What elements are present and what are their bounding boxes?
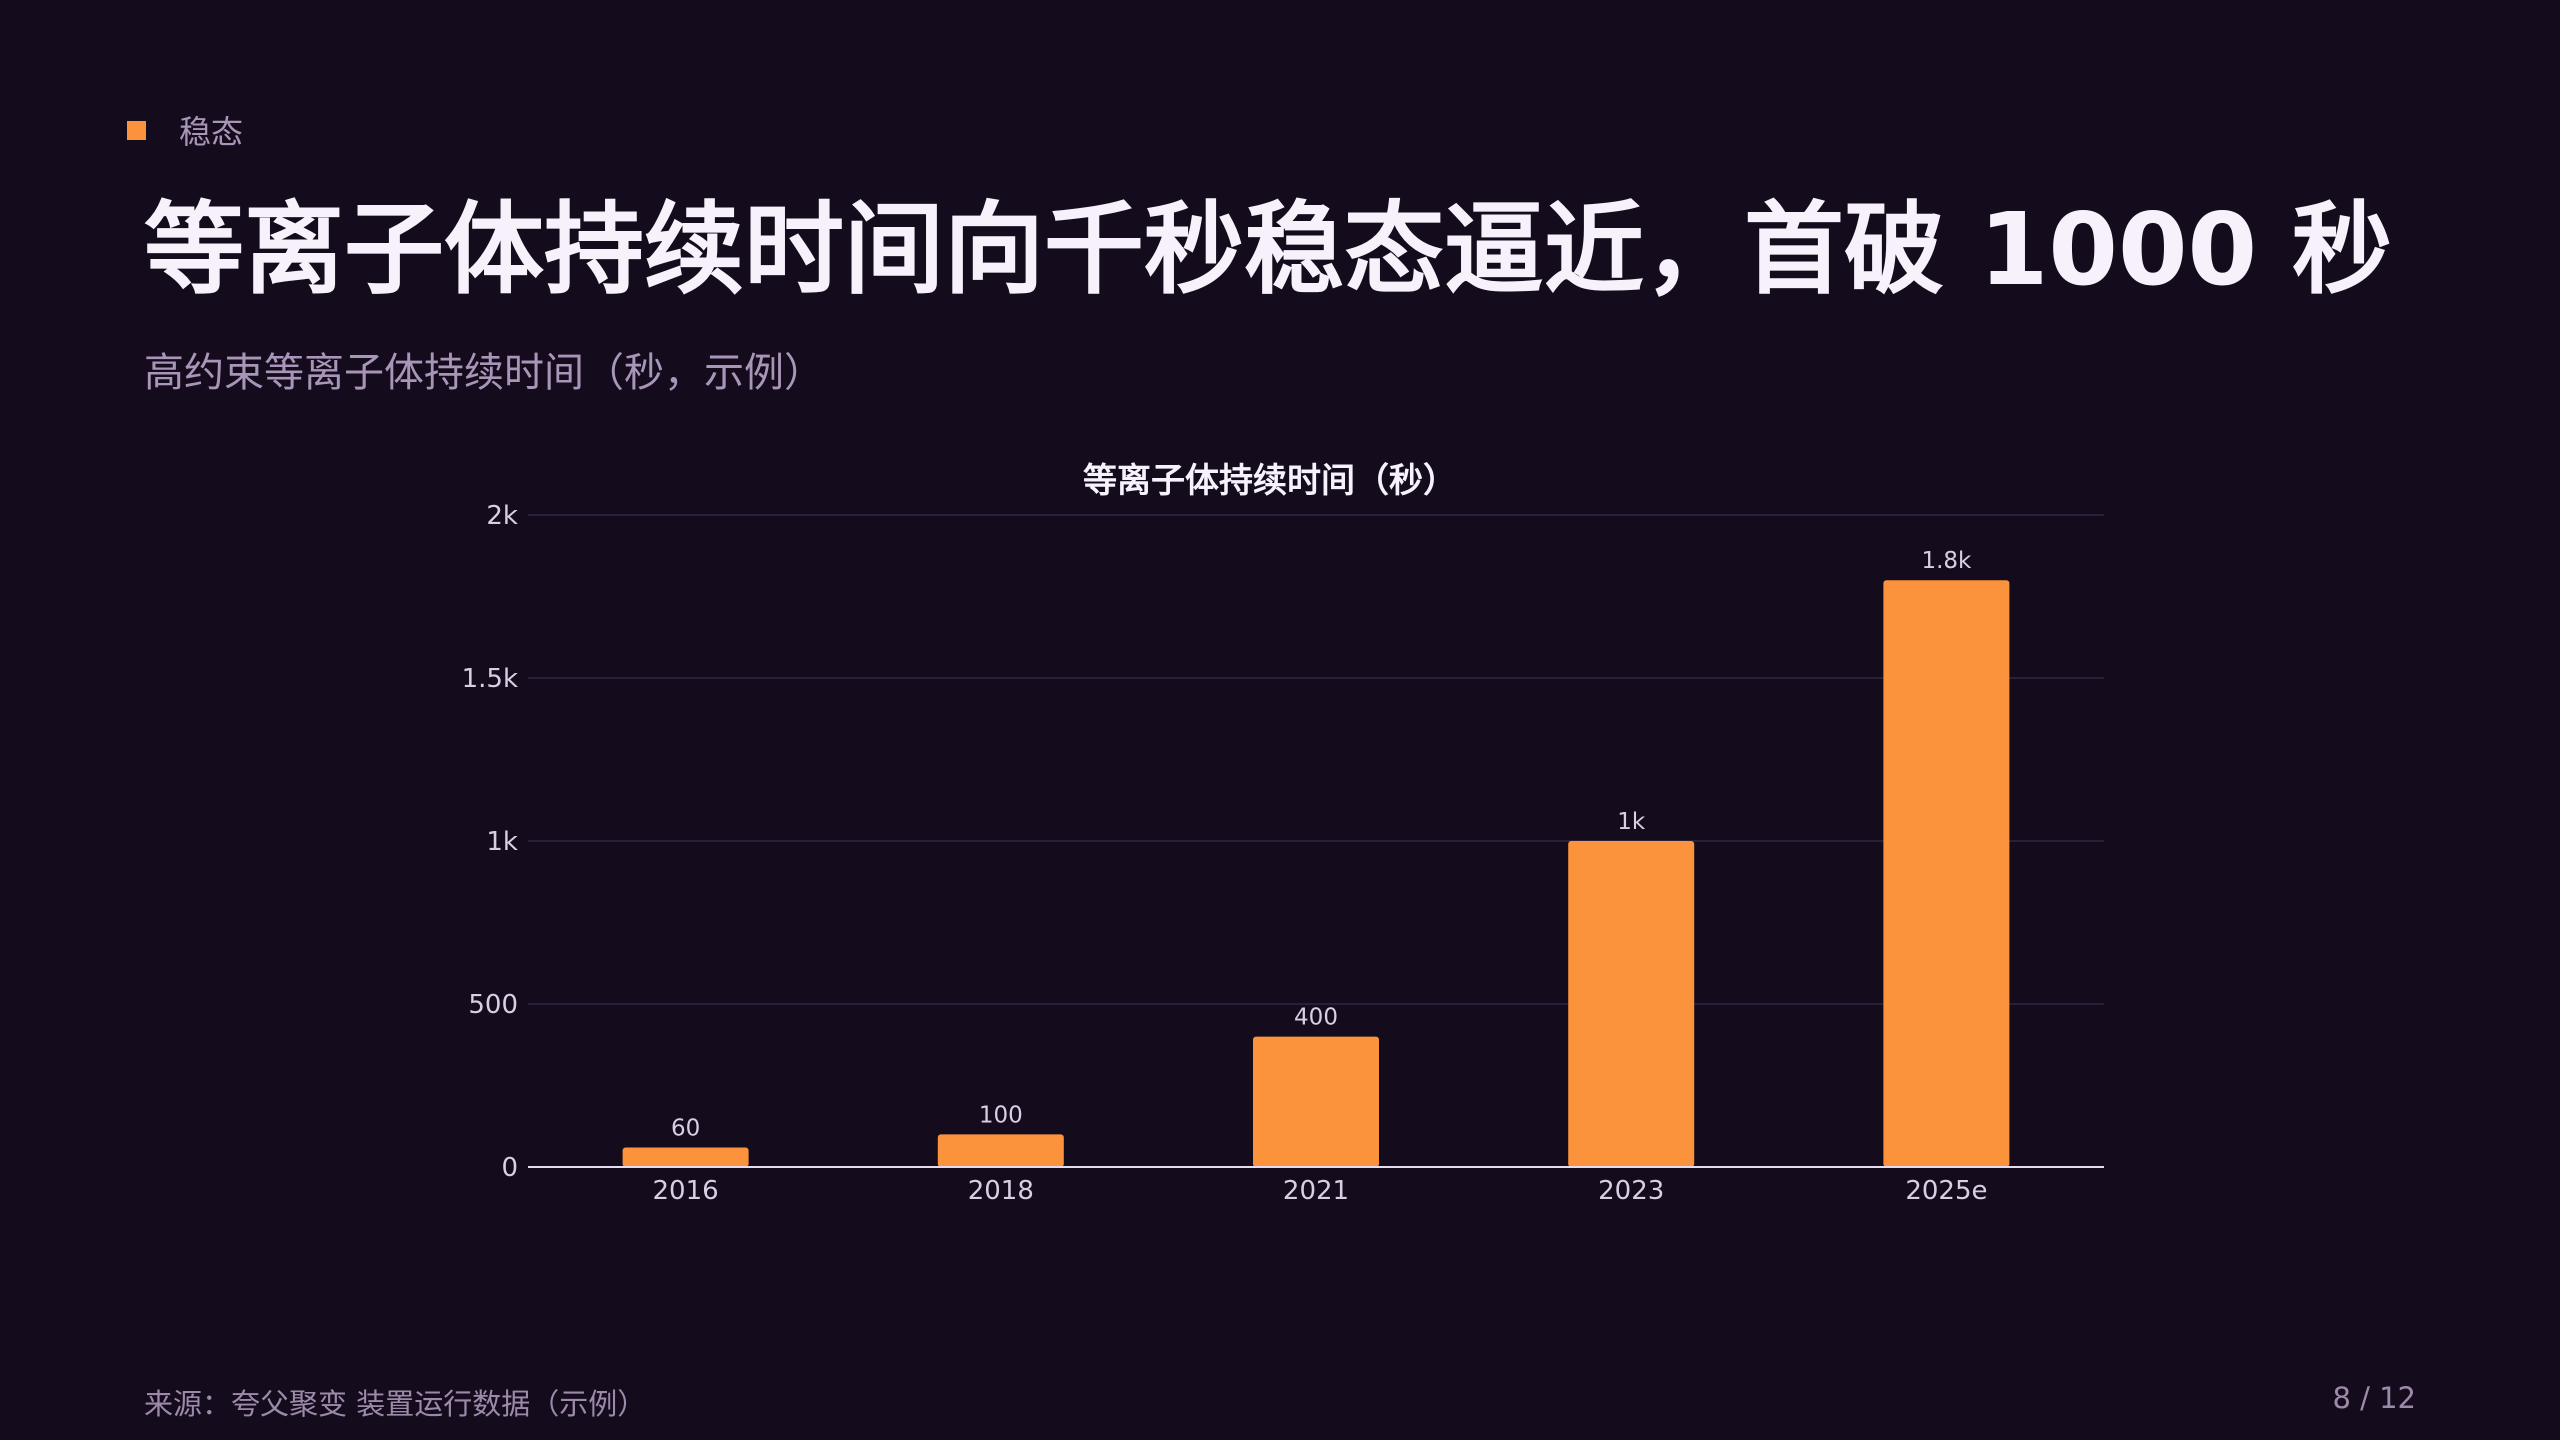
data-label: 1.8k bbox=[1921, 548, 1972, 574]
x-tick-label: 2025e bbox=[1905, 1176, 1987, 1206]
y-axis-ticks: 0 500 1k 1.5k 2k bbox=[462, 501, 518, 1183]
x-tick-label: 2021 bbox=[1283, 1176, 1349, 1206]
x-tick-label: 2023 bbox=[1598, 1176, 1664, 1206]
bar-2023 bbox=[1568, 841, 1695, 1167]
y-tick-label: 0 bbox=[501, 1153, 518, 1183]
x-axis-ticks: 2016 2018 2021 2023 2025e bbox=[653, 1176, 1988, 1206]
section-label: 稳态 bbox=[179, 113, 244, 151]
y-tick-label: 2k bbox=[486, 501, 518, 531]
page-subtitle: 高约束等离子体持续时间（秒，示例） bbox=[144, 350, 824, 396]
bars bbox=[622, 580, 2010, 1167]
data-labels: 60 100 400 1k 1.8k bbox=[671, 548, 1972, 1141]
data-label: 100 bbox=[979, 1102, 1023, 1128]
gridlines bbox=[528, 514, 2104, 1005]
page-title: 等离子体持续时间向千秒稳态逼近，首破 1000 秒 bbox=[144, 191, 2392, 308]
x-tick-label: 2016 bbox=[653, 1176, 719, 1206]
data-label: 60 bbox=[671, 1115, 700, 1141]
y-tick-label: 1.5k bbox=[462, 664, 518, 694]
y-tick-label: 1k bbox=[486, 827, 518, 857]
bar-2016 bbox=[622, 1147, 749, 1167]
x-tick-label: 2018 bbox=[968, 1176, 1034, 1206]
kicker-square-icon bbox=[127, 120, 146, 140]
source-note: 来源：夸父聚变 装置运行数据（示例） bbox=[144, 1387, 647, 1421]
chart-title: 等离子体持续时间（秒） bbox=[1083, 461, 1457, 501]
y-tick-label: 500 bbox=[468, 990, 518, 1020]
section-kicker: 稳态 bbox=[127, 108, 243, 152]
bar-2025e bbox=[1883, 580, 2010, 1167]
data-label: 400 bbox=[1294, 1005, 1338, 1031]
page-number: 8 / 12 bbox=[2332, 1381, 2416, 1415]
bar-2018 bbox=[937, 1134, 1064, 1167]
data-label: 1k bbox=[1617, 809, 1646, 835]
bar-2021 bbox=[1253, 1036, 1379, 1167]
